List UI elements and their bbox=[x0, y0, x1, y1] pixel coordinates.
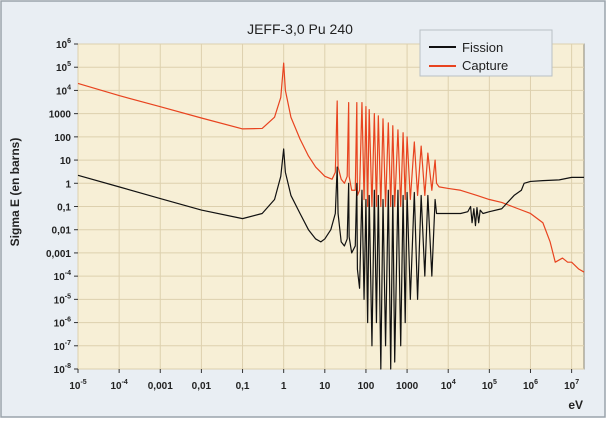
series-layer bbox=[77, 62, 585, 370]
grid bbox=[77, 43, 584, 370]
x-tick-label: 1 bbox=[281, 381, 287, 392]
y-tick-label: 10-8 bbox=[54, 363, 71, 376]
x-tick-label: 100 bbox=[358, 381, 375, 392]
x-tick-label: 104 bbox=[441, 379, 456, 392]
y-tick-label: 0,1 bbox=[57, 203, 71, 214]
y-tick-label: 10 bbox=[60, 156, 72, 167]
y-tick-label: 0,001 bbox=[46, 249, 71, 260]
series-line-fission bbox=[77, 148, 584, 370]
axis-ticks: 10-5 10-4 0,001 0,01 0,1 1 10 100 1000 104 105 106 1… bbox=[46, 38, 579, 392]
legend-box bbox=[419, 29, 553, 77]
x-tick-label: 0,01 bbox=[192, 381, 212, 392]
x-tick-label: 10-4 bbox=[110, 379, 127, 392]
y-tick-label: 104 bbox=[56, 84, 71, 97]
x-tick-label: 0,001 bbox=[148, 381, 173, 392]
y-tick-label: 10-7 bbox=[54, 340, 71, 353]
x-tick-label: 105 bbox=[482, 379, 497, 392]
y-axis-label: Sigma E (en barns) bbox=[8, 138, 22, 247]
y-tick-label: 100 bbox=[54, 133, 71, 144]
legend-fission-label: Fission bbox=[462, 40, 503, 55]
y-tick-label: 0,01 bbox=[52, 226, 72, 237]
chart-title: JEFF-3,0 Pu 240 bbox=[247, 21, 353, 37]
y-tick-label: 10-6 bbox=[54, 317, 71, 330]
x-tick-label: 107 bbox=[564, 379, 579, 392]
y-tick-label: 1000 bbox=[49, 110, 72, 121]
y-tick-label: 1 bbox=[65, 179, 71, 190]
legend-capture-label: Capture bbox=[462, 58, 508, 73]
y-tick-label: 10-5 bbox=[54, 293, 71, 306]
x-tick-label: 0,1 bbox=[236, 381, 250, 392]
x-tick-label: 10-5 bbox=[69, 379, 86, 392]
y-tick-label: 10-4 bbox=[54, 270, 71, 283]
x-tick-label: 106 bbox=[523, 379, 538, 392]
x-tick-label: 1000 bbox=[396, 381, 419, 392]
y-tick-label: 105 bbox=[56, 61, 71, 74]
legend: Fission Capture bbox=[419, 29, 553, 77]
x-axis-label: eV bbox=[568, 398, 583, 412]
y-tick-label: 106 bbox=[56, 38, 71, 51]
x-tick-label: 10 bbox=[319, 381, 331, 392]
series-line-capture bbox=[77, 62, 585, 273]
